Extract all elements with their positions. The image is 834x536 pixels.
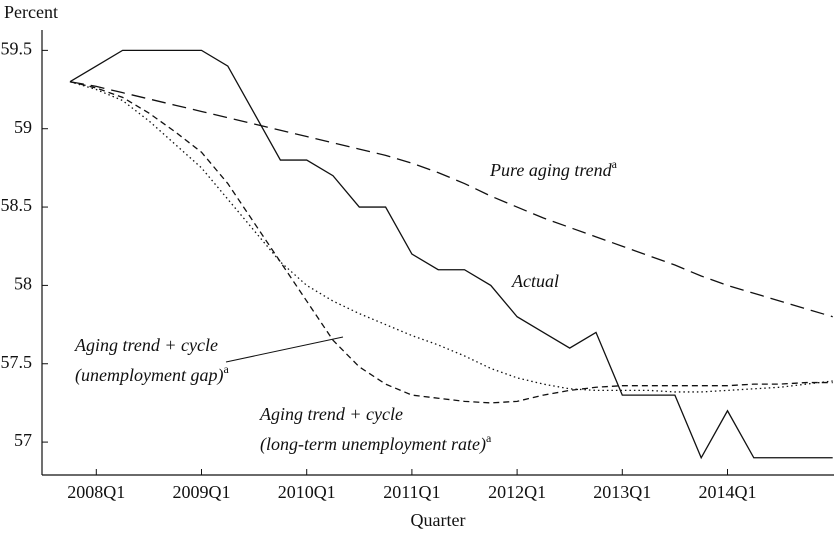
y-tick-label: 59.5 (1, 38, 33, 58)
y-tick-label: 58.5 (1, 195, 33, 215)
y-tick-label: 59 (14, 117, 32, 137)
series-label: (long-term unemployment rate)a (260, 431, 492, 455)
x-tick-label: 2010Q1 (278, 482, 336, 502)
series-line (69, 81, 833, 318)
series-label-text: Actual (511, 271, 559, 291)
series-label-text: Aging trend + cycle (74, 335, 218, 355)
series-label-sup: a (223, 362, 229, 376)
x-tick-label: 2009Q1 (173, 482, 231, 502)
series-label-sup: a (612, 157, 618, 171)
series-label: Pure aging trenda (489, 157, 618, 180)
series-line (69, 81, 833, 393)
leader-line (225, 336, 344, 363)
y-tick-label: 58 (14, 274, 32, 294)
series-line (69, 49, 833, 460)
x-tick-label: 2012Q1 (488, 482, 546, 502)
x-axis-label: Quarter (411, 510, 466, 530)
series-line (69, 81, 833, 404)
x-tick-label: 2014Q1 (699, 482, 757, 502)
y-axis-label: Percent (4, 2, 58, 22)
series-label-text: (unemployment gap) (75, 365, 223, 386)
x-tick-label: 2008Q1 (67, 482, 125, 502)
series-label: (unemployment gap)a (75, 362, 229, 386)
series-label: Aging trend + cycle (74, 335, 218, 355)
series-label: Actual (511, 271, 559, 291)
series-label-sup: a (486, 431, 492, 445)
series-label-text: Aging trend + cycle (259, 404, 403, 424)
series-label: Aging trend + cycle (259, 404, 403, 424)
y-tick-label: 57 (14, 430, 32, 450)
y-tick-label: 57.5 (1, 352, 33, 372)
x-tick-label: 2013Q1 (593, 482, 651, 502)
series-label-text: Pure aging trend (489, 160, 613, 180)
series-label-text: (long-term unemployment rate) (260, 434, 486, 455)
x-tick-label: 2011Q1 (383, 482, 440, 502)
